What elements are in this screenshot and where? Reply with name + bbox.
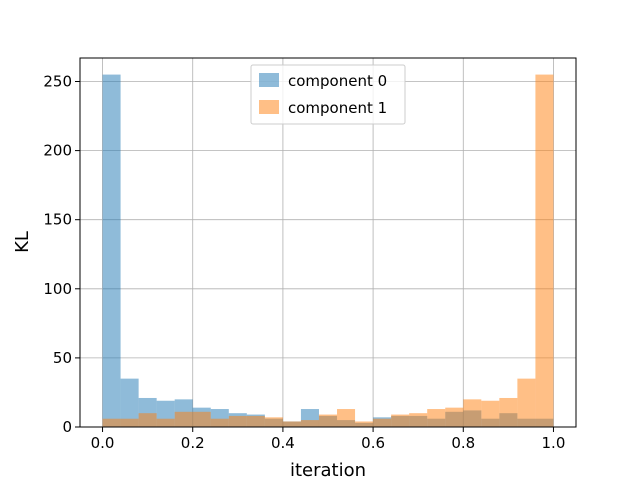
bar-component-1 (337, 409, 356, 427)
bars (102, 74, 554, 428)
legend-box (250, 64, 406, 125)
bar-component-1 (282, 421, 301, 427)
bar-component-1 (427, 409, 446, 427)
y-tick-label: 100 (43, 280, 72, 298)
plot-frame (79, 57, 577, 428)
y-tick-label: 50 (53, 349, 72, 367)
x-tick-label: 0.6 (361, 434, 385, 452)
legend-label-component-0: component 0 (288, 72, 387, 90)
bar-component-1 (355, 421, 374, 427)
x-tick-label: 0.4 (271, 434, 295, 452)
bar-component-1 (318, 414, 338, 427)
bar-component-1 (373, 418, 392, 427)
bar-component-1 (391, 414, 410, 427)
bar-component-1 (156, 418, 175, 427)
bar-component-1 (463, 399, 482, 427)
axis-ticks: 0.0 0.2 0.4 0.6 0.8 1.0 0 50 100 150 200 250 (43, 72, 565, 452)
legend-swatch-component-1 (259, 100, 279, 114)
y-tick-label: 150 (43, 211, 72, 229)
bar-component-1 (445, 407, 464, 427)
y-tick-label: 250 (43, 72, 72, 90)
y-axis-label: KL (12, 231, 33, 253)
bar-component-1 (481, 400, 500, 427)
bar-component-1 (102, 418, 121, 427)
bar-component-1 (210, 418, 229, 427)
bar-component-1 (535, 74, 554, 428)
bar-component-1 (174, 411, 193, 427)
legend-swatch-component-0 (259, 73, 279, 87)
bar-component-0 (120, 378, 139, 427)
x-tick-label: 0.8 (451, 434, 475, 452)
bar-component-1 (192, 411, 211, 427)
y-tick-label: 0 (62, 418, 72, 436)
bar-component-1 (264, 417, 283, 427)
bar-component-1 (517, 378, 536, 427)
y-tick-label: 200 (43, 142, 72, 160)
bar-component-1 (499, 397, 518, 427)
x-tick-label: 0.0 (91, 434, 115, 452)
bar-component-1 (120, 418, 139, 427)
bar-component-1 (300, 420, 319, 427)
x-axis-label: iteration (290, 460, 366, 480)
bar-component-1 (138, 413, 157, 427)
legend: component 0 component 1 (250, 64, 406, 125)
x-tick-label: 0.2 (181, 434, 205, 452)
bar-component-0 (102, 74, 121, 428)
legend-label-component-1: component 1 (288, 99, 387, 117)
bar-component-1 (409, 413, 428, 427)
x-tick-label: 1.0 (542, 434, 566, 452)
bar-component-1 (246, 415, 265, 427)
bar-component-1 (228, 415, 247, 427)
